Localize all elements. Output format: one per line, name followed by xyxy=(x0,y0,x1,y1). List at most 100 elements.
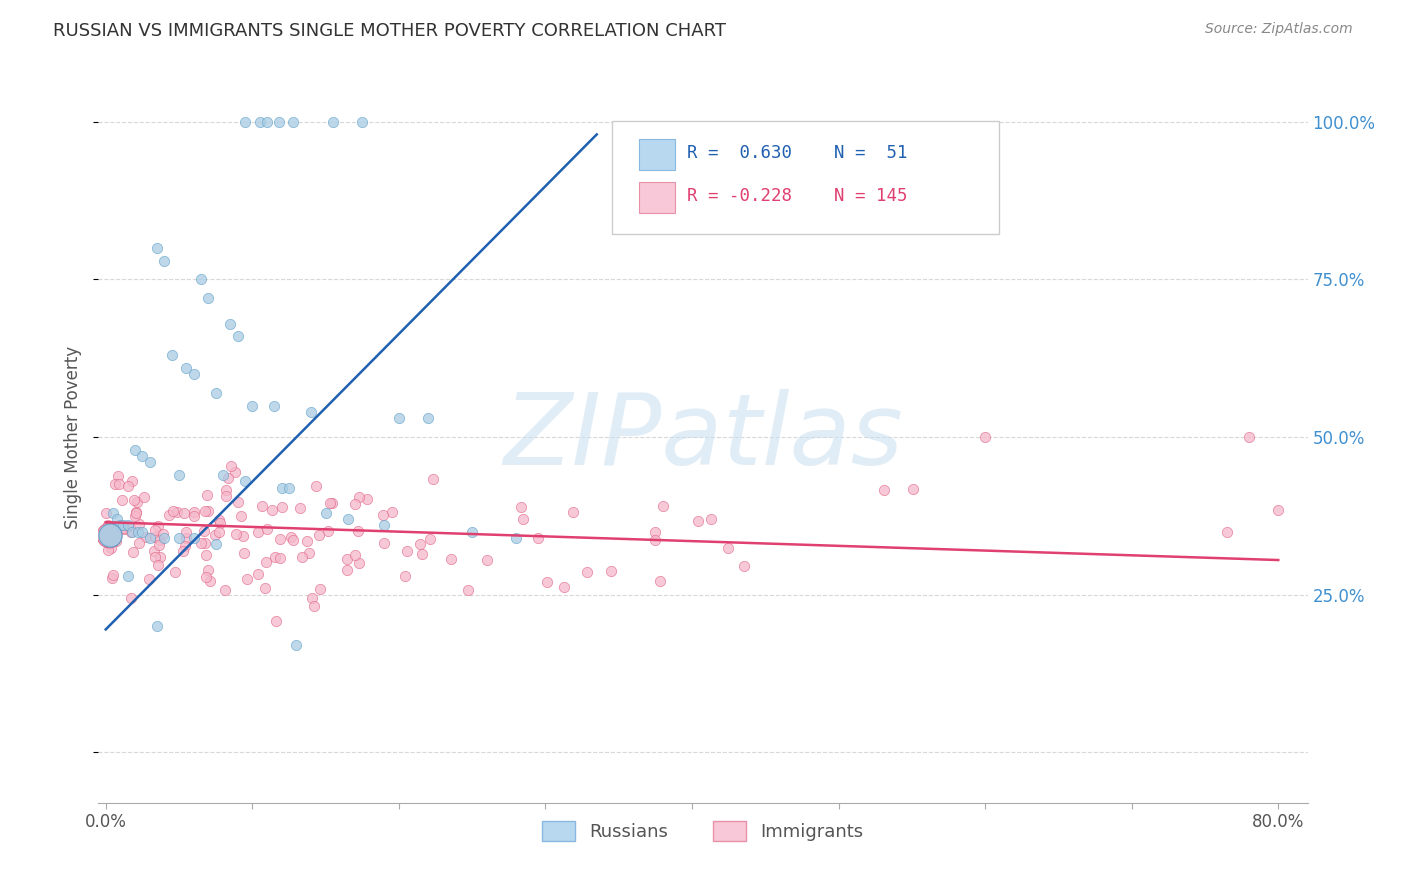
Point xyxy=(1267,503,1289,517)
Point xyxy=(124,509,146,524)
Point xyxy=(512,512,534,526)
Point xyxy=(97,518,120,533)
Point xyxy=(299,405,322,419)
Point xyxy=(652,500,675,514)
Point xyxy=(97,543,120,558)
Point xyxy=(131,449,153,463)
Text: R =  0.630    N =  51: R = 0.630 N = 51 xyxy=(688,145,908,162)
Point xyxy=(600,564,623,578)
Point xyxy=(197,291,219,305)
Point xyxy=(419,532,441,546)
Point xyxy=(215,489,238,503)
Point xyxy=(322,115,344,129)
Point xyxy=(1216,524,1239,539)
Point xyxy=(343,548,366,562)
Point xyxy=(138,531,160,545)
Point xyxy=(195,488,218,502)
Point xyxy=(120,591,142,605)
Point xyxy=(146,558,169,572)
Point xyxy=(112,522,135,536)
Point xyxy=(209,516,232,530)
Point xyxy=(461,524,484,539)
Point xyxy=(1237,430,1260,444)
Point xyxy=(121,545,143,559)
Point xyxy=(204,386,226,401)
Point xyxy=(149,533,172,547)
Point xyxy=(153,253,176,268)
Y-axis label: Single Mother Poverty: Single Mother Poverty xyxy=(65,345,83,529)
Point xyxy=(219,317,242,331)
Point xyxy=(264,614,287,628)
Point xyxy=(260,503,283,517)
Point xyxy=(686,515,709,529)
Point xyxy=(97,528,120,542)
Point xyxy=(110,518,132,533)
Point xyxy=(301,591,323,605)
Point xyxy=(872,483,894,497)
Point xyxy=(100,541,122,556)
Point xyxy=(124,442,146,457)
Point xyxy=(254,555,277,569)
Point xyxy=(575,565,598,579)
Text: RUSSIAN VS IMMIGRANTS SINGLE MOTHER POVERTY CORRELATION CHART: RUSSIAN VS IMMIGRANTS SINGLE MOTHER POVE… xyxy=(53,22,727,40)
Point xyxy=(527,531,550,545)
Point xyxy=(143,530,166,544)
Point xyxy=(373,518,395,533)
Point xyxy=(153,531,176,545)
Point xyxy=(395,544,418,558)
Point xyxy=(336,552,359,566)
Point xyxy=(104,476,127,491)
Point xyxy=(553,580,575,594)
Point xyxy=(132,490,155,504)
Point xyxy=(163,566,186,580)
Point xyxy=(194,536,217,550)
FancyBboxPatch shape xyxy=(638,139,675,170)
Text: R = -0.228    N = 145: R = -0.228 N = 145 xyxy=(688,186,908,204)
Point xyxy=(204,528,226,542)
Point xyxy=(183,531,205,545)
Point xyxy=(246,525,269,540)
Point xyxy=(111,493,134,508)
Point xyxy=(233,115,256,129)
Point xyxy=(176,360,198,375)
Point xyxy=(298,546,321,560)
Point xyxy=(107,512,129,526)
Point xyxy=(280,530,302,544)
Point xyxy=(174,525,197,540)
Point xyxy=(226,329,249,343)
Point xyxy=(183,367,205,381)
Point xyxy=(117,518,139,533)
Point xyxy=(319,496,342,510)
Point xyxy=(285,638,308,652)
Point xyxy=(98,533,121,548)
Point xyxy=(510,500,533,515)
Point xyxy=(143,549,166,564)
Point xyxy=(190,536,212,550)
Point xyxy=(125,504,148,518)
Point xyxy=(347,524,370,538)
Point xyxy=(190,272,212,286)
Point xyxy=(305,478,328,492)
Point xyxy=(138,572,160,586)
Point xyxy=(212,467,235,482)
Point xyxy=(121,475,143,489)
Point xyxy=(388,411,411,425)
Point xyxy=(117,569,139,583)
Point xyxy=(700,512,723,526)
Point xyxy=(321,496,343,510)
Point xyxy=(344,497,367,511)
Point xyxy=(422,472,444,486)
Point xyxy=(162,503,184,517)
Point xyxy=(295,533,318,548)
Point xyxy=(249,115,271,129)
Point xyxy=(128,536,150,550)
Point xyxy=(302,599,325,613)
Point xyxy=(356,491,378,506)
Point xyxy=(457,582,479,597)
Point xyxy=(194,570,217,584)
Point xyxy=(219,458,242,473)
Point xyxy=(224,466,246,480)
Point xyxy=(271,500,294,515)
Point xyxy=(135,530,157,544)
Point xyxy=(101,506,124,520)
